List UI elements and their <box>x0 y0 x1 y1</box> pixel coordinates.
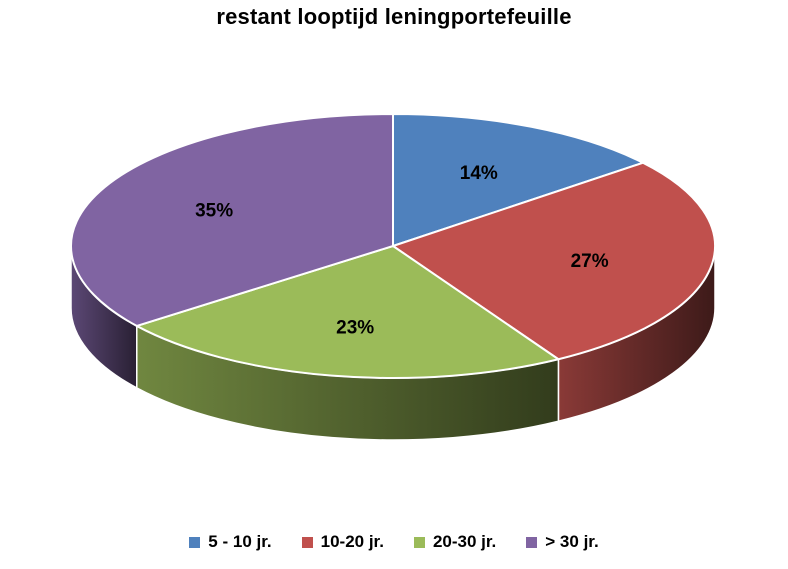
data-label-slice-5-10: 14% <box>460 163 498 184</box>
data-label-slice-20-30: 23% <box>336 317 374 338</box>
legend-label: 20-30 jr. <box>432 532 497 551</box>
legend-swatch <box>301 536 313 548</box>
data-label-slice-over-30: 35% <box>195 201 233 222</box>
legend-label: > 30 jr. <box>545 532 599 551</box>
legend-item-20-30: 20-30 jr. <box>413 532 497 552</box>
data-label-slice-10-20: 27% <box>571 251 609 272</box>
slice-10-20 <box>392 161 716 361</box>
legend-item-over-30: > 30 jr. <box>526 532 599 552</box>
chart-title: restant looptijd leningportefeuille <box>216 4 572 29</box>
slice-20-30 <box>135 245 560 379</box>
legend-label: 10-20 jr. <box>320 532 384 551</box>
legend-swatch <box>526 536 538 548</box>
legend-item-5-10: 5 - 10 jr. <box>189 532 272 552</box>
legend-label: 5 - 10 jr. <box>208 532 272 551</box>
pie-depth-layer <box>70 245 716 441</box>
slice-over-30 <box>70 113 394 327</box>
pie-plot-area: 14% 27% 23% 35% <box>70 113 716 441</box>
pie-top-layer <box>70 113 716 379</box>
pie-data-labels: 14% 27% 23% 35% <box>195 163 609 338</box>
legend: 5 - 10 jr. 10-20 jr. 20-30 jr. > 30 jr. <box>0 532 788 552</box>
slice-5-10 <box>392 113 644 247</box>
legend-item-10-20: 10-20 jr. <box>301 532 384 552</box>
legend-swatch <box>189 536 201 548</box>
legend-swatch <box>413 536 425 548</box>
